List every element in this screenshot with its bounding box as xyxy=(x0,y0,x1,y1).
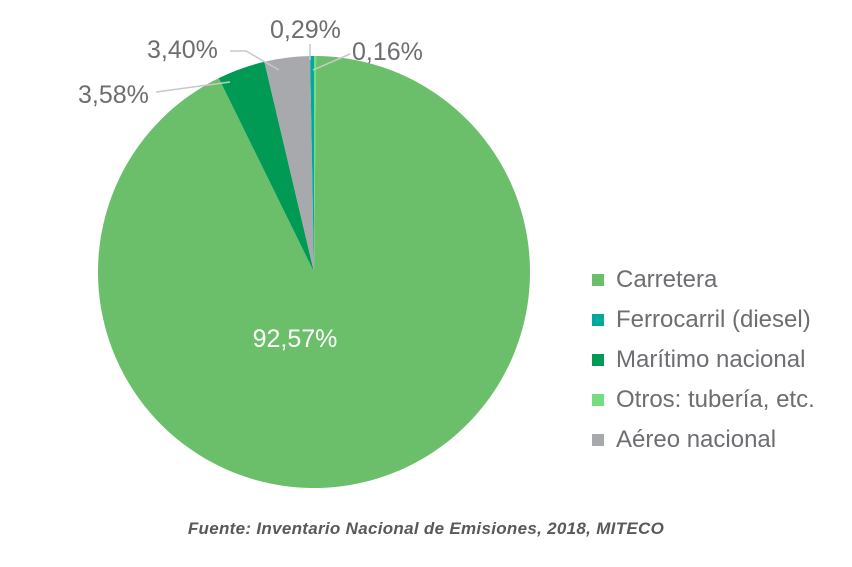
data-label-aereo: 3,40% xyxy=(147,36,218,64)
legend: Carretera Ferrocarril (diesel) Marítimo … xyxy=(592,260,815,460)
leader-line-aereo xyxy=(230,50,280,71)
pie-chart: 0,16% 92,57% 3,58% 3,40% 0,29% xyxy=(78,16,531,488)
pie-slice-otros xyxy=(314,56,317,272)
data-label-ferrocarril: 0,29% xyxy=(270,16,341,44)
legend-label: Carretera xyxy=(616,266,718,293)
legend-label: Otros: tubería, etc. xyxy=(616,386,815,413)
leader-line-maritimo xyxy=(155,81,231,93)
legend-item-maritimo: Marítimo nacional xyxy=(592,340,815,380)
legend-label: Ferrocarril (diesel) xyxy=(616,306,811,333)
legend-swatch xyxy=(592,394,604,406)
legend-label: Marítimo nacional xyxy=(616,346,806,373)
legend-swatch xyxy=(592,314,604,326)
pie-slice-maritimo xyxy=(218,61,314,272)
legend-item-ferrocarril: Ferrocarril (diesel) xyxy=(592,300,815,340)
legend-item-aereo: Aéreo nacional xyxy=(592,420,815,460)
data-label-maritimo: 3,58% xyxy=(78,81,149,109)
legend-swatch xyxy=(592,434,604,446)
legend-item-otros: Otros: tubería, etc. xyxy=(592,380,815,420)
legend-label: Aéreo nacional xyxy=(616,426,777,453)
source-note: Fuente: Inventario Nacional de Emisiones… xyxy=(187,519,665,538)
data-label-carretera: 92,57% xyxy=(253,325,338,353)
legend-item-carretera: Carretera xyxy=(592,260,815,300)
data-label-otros: 0,16% xyxy=(352,38,423,66)
pie-slice-carretera xyxy=(97,56,531,488)
leader-line-otros xyxy=(312,53,351,71)
pie-slice-aereo xyxy=(264,56,314,272)
pie-slice-ferrocarril xyxy=(310,56,314,272)
legend-swatch xyxy=(592,274,604,286)
legend-swatch xyxy=(592,354,604,366)
